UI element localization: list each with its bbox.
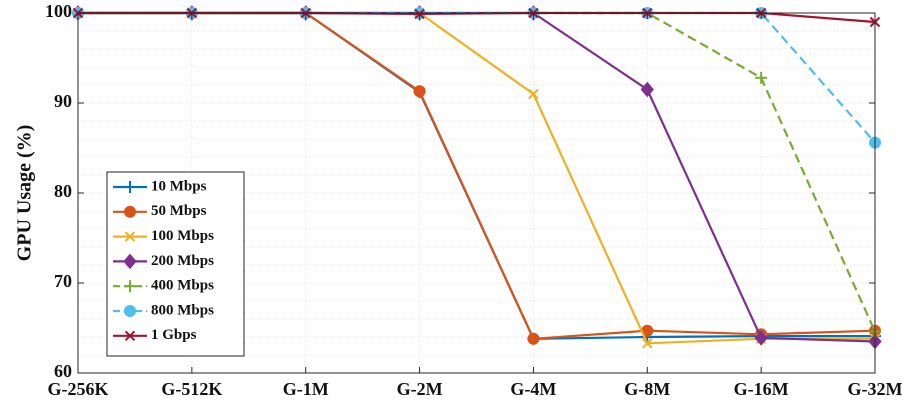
x-tick-label: G-256K (48, 379, 109, 399)
marker-stroke (528, 88, 539, 100)
legend-item-800-mbps: 800 Mbps (113, 302, 214, 318)
y-tick-label: 80 (54, 181, 72, 201)
legend-swatch-marker (124, 280, 136, 293)
legend-swatch-marker (124, 231, 136, 242)
data-point-400-mbps (755, 71, 768, 84)
y-tick-label: 70 (54, 271, 72, 291)
y-axis-title: GPU Usage (%) (14, 125, 36, 262)
marker-stroke (124, 231, 136, 242)
legend-box (106, 171, 245, 357)
data-point-50-mbps (527, 332, 540, 345)
legend-swatch-marker (123, 253, 137, 270)
legend-item-10-mbps: 10 Mbps (113, 178, 207, 194)
x-tick-label: G-16M (734, 379, 789, 399)
tick-labels: 60 70 80 90 100 G-256K G-512K G-1M G-2M G-4M G-8M G… (45, 1, 903, 399)
legend-item-200-mbps: 200 Mbps (113, 253, 214, 270)
x-tick-label: G-2M (397, 379, 443, 399)
legend-item-50-mbps: 50 Mbps (113, 203, 207, 219)
legend: 10 Mbps 50 Mbps 100 Mbps 200 Mbps 400 Mbps 80… (106, 171, 245, 357)
y-tick-label: 100 (45, 1, 72, 21)
y-tick-label: 90 (54, 91, 72, 111)
legend-label: 200 Mbps (151, 253, 214, 269)
legend-label: 10 Mbps (151, 178, 207, 194)
data-point-200-mbps (640, 81, 654, 98)
data-point-50-mbps (413, 85, 426, 98)
legend-label: 800 Mbps (151, 302, 214, 318)
axes (77, 12, 876, 374)
marker-stroke (124, 330, 136, 342)
legend-label: 1 Gbps (151, 327, 197, 343)
marker-stroke (642, 338, 653, 349)
legend-item-1-gbps: 1 Gbps (113, 327, 197, 343)
data-point-100-mbps (642, 338, 653, 349)
legend-swatch-marker (124, 330, 136, 342)
legend-item-100-mbps: 100 Mbps (113, 228, 214, 244)
legend-swatch-marker (124, 181, 136, 193)
x-tick-label: G-512K (161, 379, 222, 399)
data-point-200-mbps (754, 330, 768, 346)
legend-label: 50 Mbps (151, 203, 207, 219)
x-tick-label: G-32M (848, 379, 903, 399)
legend-swatch-marker (124, 205, 136, 218)
x-tick-label: G-8M (624, 379, 670, 399)
data-point-100-mbps (528, 88, 539, 100)
y-tick-label: 60 (54, 361, 72, 381)
legend-label: 100 Mbps (151, 228, 214, 244)
x-tick-label: G-1M (283, 379, 329, 399)
x-tick-label: G-4M (510, 379, 556, 399)
legend-label: 400 Mbps (151, 278, 214, 294)
legend-swatch-marker (124, 305, 136, 317)
legend-item-400-mbps: 400 Mbps (113, 278, 214, 294)
